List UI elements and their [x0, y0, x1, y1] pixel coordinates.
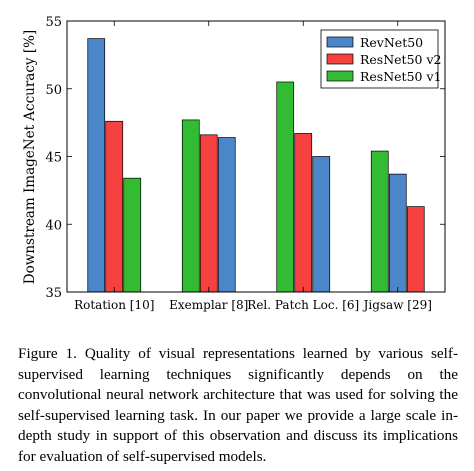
bars-group: [87, 38, 425, 293]
bar-revnet50-rel-patch-loc-6: [312, 156, 331, 293]
x-tick-label-jigsaw-29: Jigsaw [29]: [362, 298, 432, 312]
y-axis-label: Downstream ImageNet Accuracy [%]: [22, 30, 38, 284]
y-tick-label: 55: [45, 15, 62, 30]
bar-chart: 35 40 45 50 55 Rotation [10] Exemplar [8]Rel.…: [22, 15, 446, 312]
bar-revnet50-rotation-10: [87, 38, 106, 293]
x-tick-label-rotation-10: Rotation [10]: [74, 298, 154, 312]
bar-revnet50-jigsaw-29: [388, 173, 407, 293]
figure-caption: Figure 1. Quality of visual representati…: [18, 345, 458, 465]
bar-resnet50-v2-rel-patch-loc-6: [294, 133, 313, 293]
bar-revnet50-exemplar-8: [217, 137, 236, 293]
bar-resnet50-v2-jigsaw-29: [406, 206, 425, 293]
y-axis: 35 40 45 50 55: [45, 15, 445, 301]
bar-resnet50-v1-rel-patch-loc-6: [276, 81, 295, 293]
x-axis: Rotation [10] Exemplar [8]Rel. Patch Loc.…: [74, 21, 432, 312]
y-tick-label: 40: [45, 218, 62, 233]
legend-label-revnet50: RevNet50: [360, 35, 423, 50]
bar-resnet50-v1-jigsaw-29: [370, 150, 389, 293]
x-tick-label-rel-patch-loc-6: Rel. Patch Loc. [6]: [247, 298, 359, 312]
bar-resnet50-v1-rotation-10: [123, 177, 142, 293]
y-tick-label: 45: [45, 151, 62, 166]
bar-resnet50-v2-rotation-10: [105, 120, 124, 293]
bar-resnet50-v1-exemplar-8: [181, 119, 200, 293]
y-tick-label: 50: [45, 83, 62, 98]
legend-swatch-resnet50-v2: [326, 53, 354, 65]
legend-swatch-resnet50-v1: [326, 70, 354, 82]
bar-resnet50-v2-exemplar-8: [199, 134, 218, 293]
y-tick-label: 35: [45, 286, 62, 301]
legend-swatch-revnet50: [326, 36, 354, 48]
legend: RevNet50 ResNet50 v2 ResNet50 v1: [320, 29, 441, 89]
legend-label-resnet50-v2: ResNet50 v2: [360, 52, 441, 67]
x-tick-label-exemplar-8: Exemplar [8]: [169, 298, 248, 312]
legend-label-resnet50-v1: ResNet50 v1: [360, 69, 441, 84]
